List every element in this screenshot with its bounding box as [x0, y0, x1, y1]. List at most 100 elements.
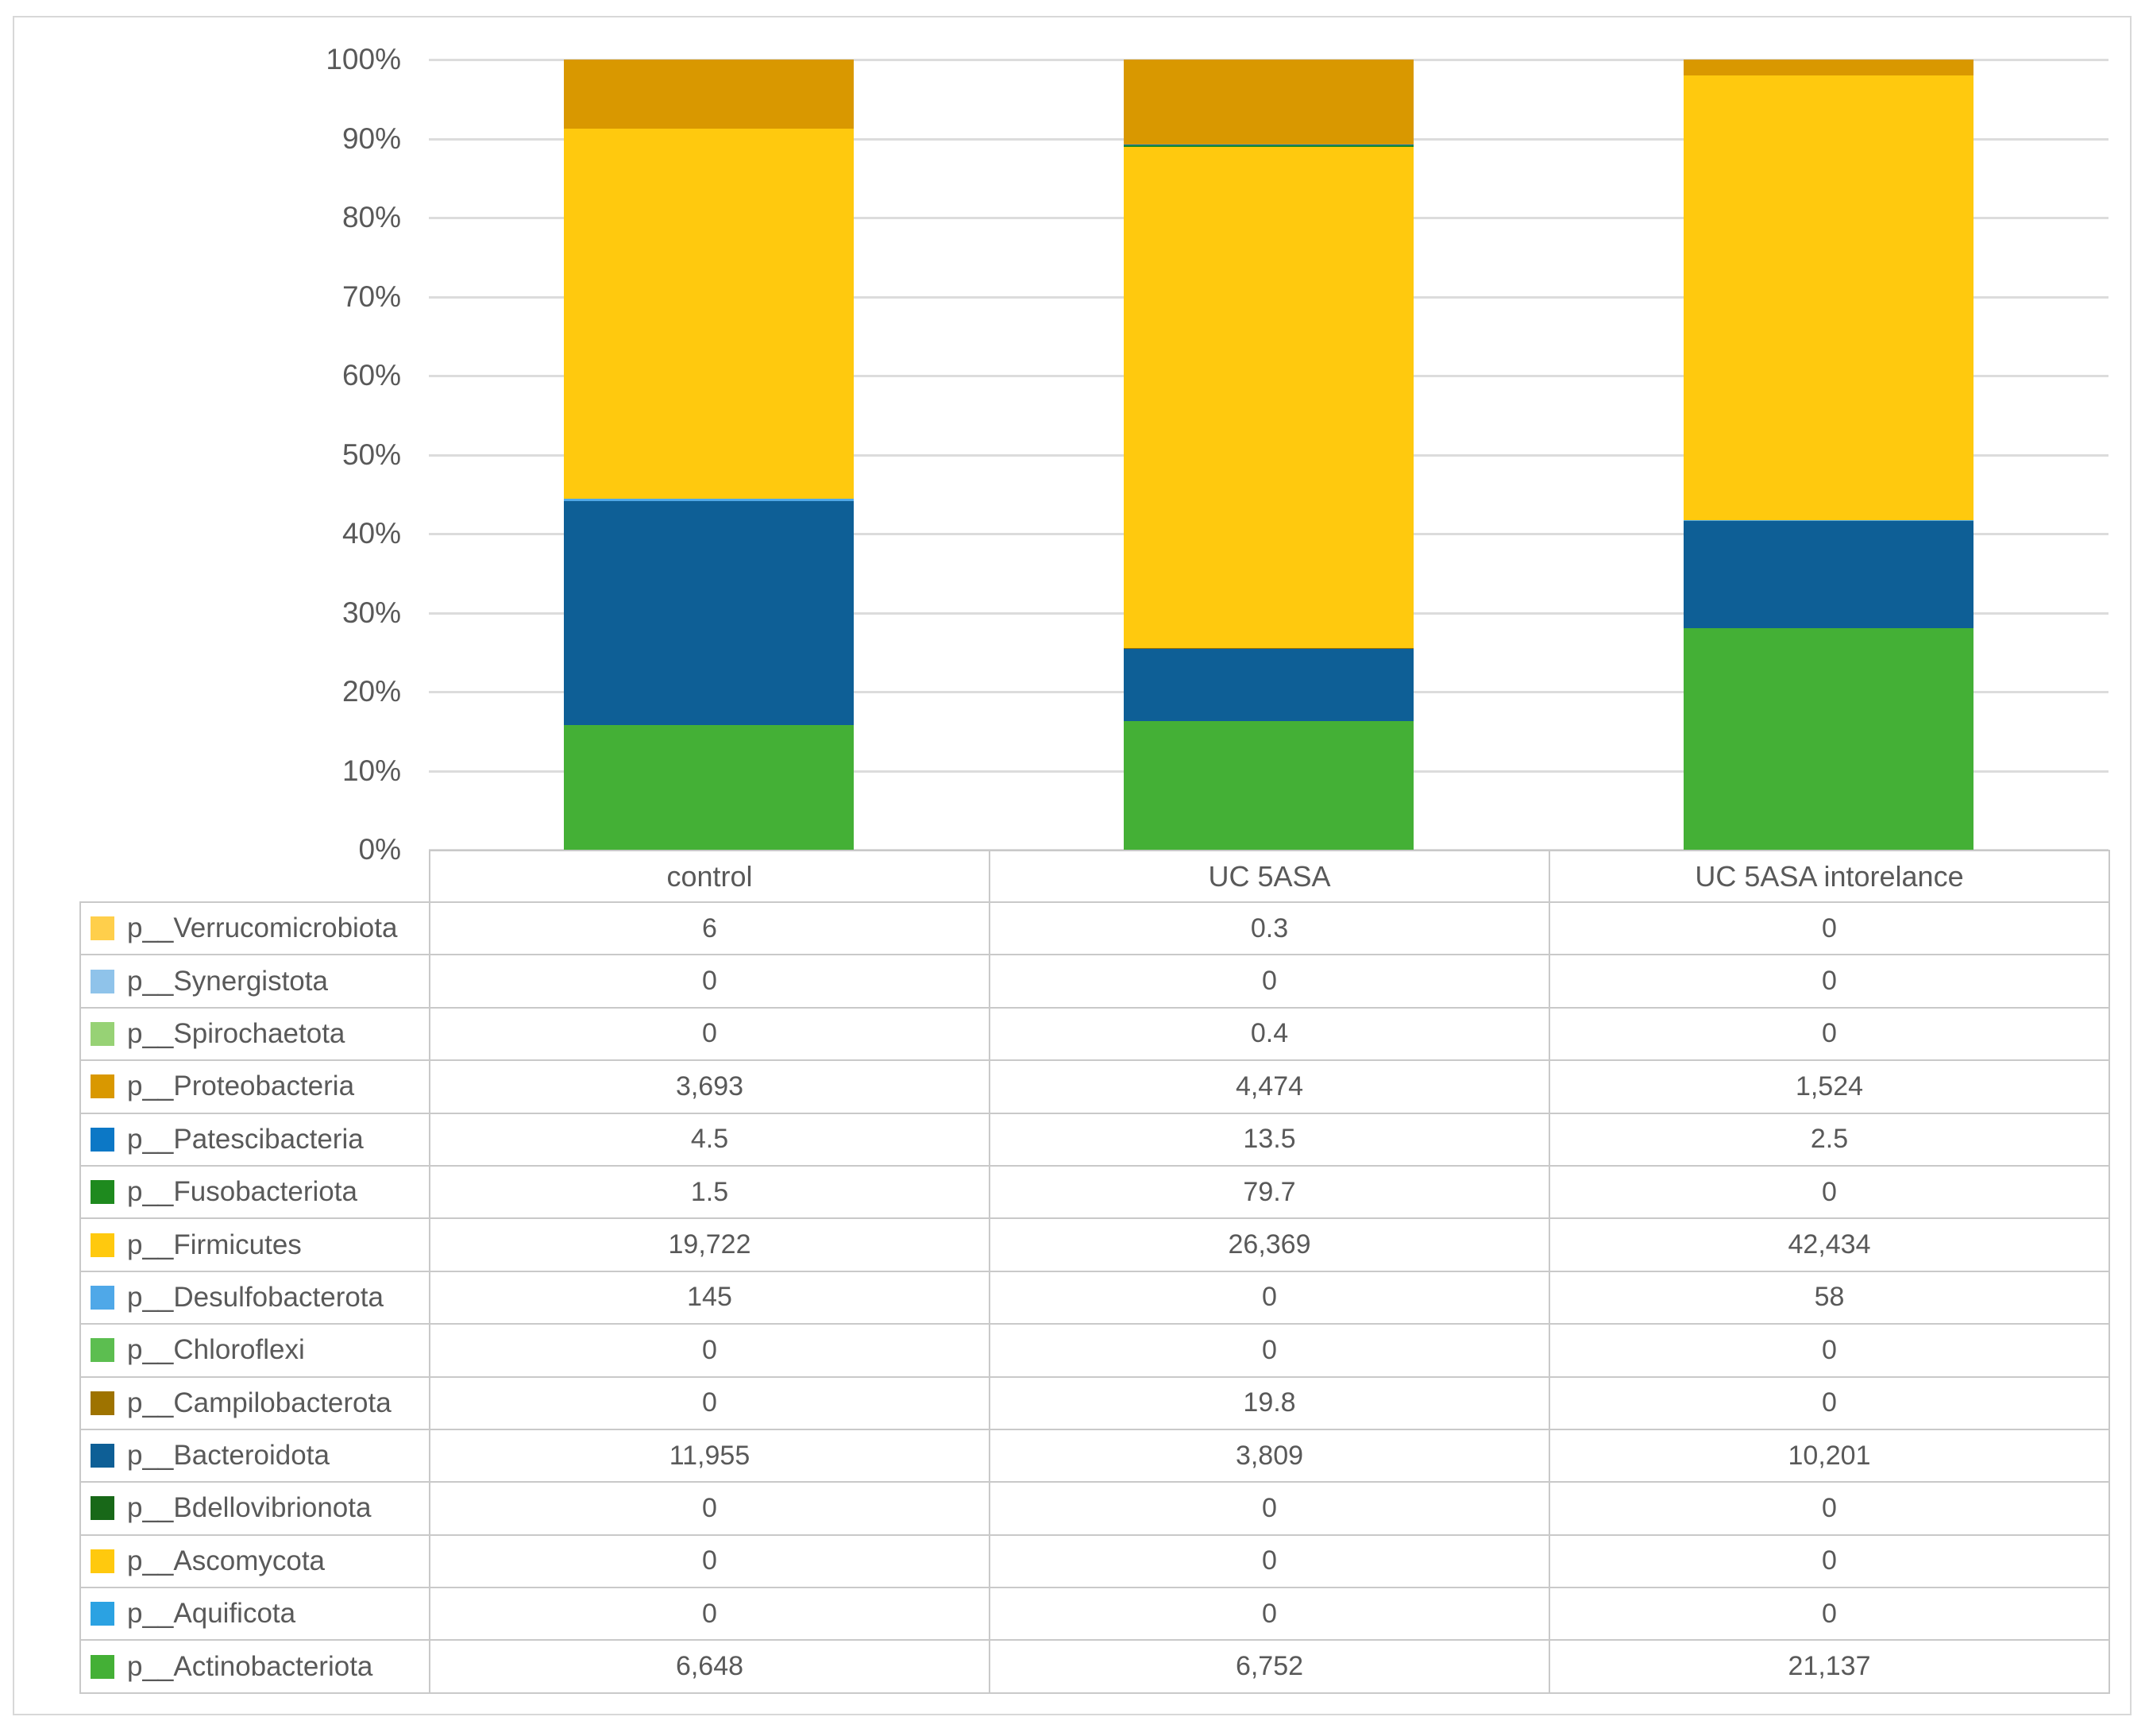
table-row-bdellovibrionota: p__Bdellovibrionota 0 0 0 — [79, 1481, 2110, 1536]
legend-swatch-icon — [91, 1654, 114, 1679]
legend-swatch-icon — [91, 1233, 114, 1257]
bar-segment-proteobacteria — [564, 60, 854, 129]
value-cell: 2.5 — [1549, 1112, 2110, 1167]
value-cell: 0 — [429, 1375, 990, 1430]
value-cell: 0 — [1549, 1375, 2110, 1430]
value-cell: 0 — [989, 954, 1550, 1009]
bar-segment-proteobacteria — [1124, 60, 1414, 145]
bar-segment-actinobacteriota — [1124, 721, 1414, 850]
legend-label: p__Ascomycota — [127, 1545, 326, 1576]
value-cell: 0 — [1549, 954, 2110, 1009]
legend-label: p__Bacteroidota — [127, 1440, 330, 1472]
value-cell: 0 — [429, 1006, 990, 1062]
value-cell: 0 — [1549, 1481, 2110, 1536]
value-cell: 10,201 — [1549, 1428, 2110, 1483]
value-cell: 1.5 — [429, 1164, 990, 1220]
column-header-uc-5asa-intorelance: UC 5ASA intorelance — [1549, 850, 2110, 903]
legend-swatch-icon — [91, 1338, 114, 1363]
bar-segment-firmicutes — [1124, 146, 1414, 649]
value-cell: 21,137 — [1549, 1639, 2110, 1694]
bar-segment-desulfobacterota — [564, 498, 854, 502]
table-row-spirochaetota: p__Spirochaetota 0 0.4 0 — [79, 1006, 2110, 1062]
legend-cell: p__Proteobacteria — [79, 1059, 430, 1114]
legend-cell: p__Bacteroidota — [79, 1428, 430, 1483]
value-cell: 4,474 — [989, 1059, 1550, 1114]
table-row-bacteroidota: p__Bacteroidota 11,955 3,809 10,201 — [79, 1428, 2110, 1483]
value-cell: 19,722 — [429, 1217, 990, 1272]
bar-segment-actinobacteriota — [1684, 627, 1973, 850]
bar-uc-5asa-intorelance — [1684, 60, 1973, 850]
bar-segment-fusobacteriota — [1124, 145, 1414, 147]
value-cell: 4.5 — [429, 1112, 990, 1167]
value-cell: 13.5 — [989, 1112, 1550, 1167]
legend-cell: p__Verrucomicrobiota — [79, 901, 430, 956]
legend-swatch-icon — [91, 1285, 114, 1310]
value-cell: 6 — [429, 901, 990, 956]
table-row-ascomycota: p__Ascomycota 0 0 0 — [79, 1533, 2110, 1589]
legend-cell: p__Desulfobacterota — [79, 1270, 430, 1325]
legend-label: p__Fusobacteriota — [127, 1176, 357, 1208]
value-cell: 0 — [1549, 1006, 2110, 1062]
value-cell: 6,752 — [989, 1639, 1550, 1694]
table-row-verrucomicrobiota: p__Verrucomicrobiota 6 0.3 0 — [79, 901, 2110, 956]
bar-control — [564, 60, 854, 850]
column-header-uc-5asa: UC 5ASA — [989, 850, 1550, 903]
bar-segment-desulfobacterota — [1684, 520, 1973, 522]
column-header-control: control — [429, 850, 990, 903]
value-cell: 0 — [989, 1481, 1550, 1536]
value-cell: 0 — [1549, 1323, 2110, 1378]
value-cell: 0 — [1549, 1587, 2110, 1641]
value-cell: 0 — [1549, 1164, 2110, 1220]
value-cell: 145 — [429, 1270, 990, 1325]
value-cell: 26,369 — [989, 1217, 1550, 1272]
legend-swatch-icon — [91, 1496, 114, 1521]
value-cell: 6,648 — [429, 1639, 990, 1694]
legend-label: p__Patescibacteria — [127, 1123, 364, 1155]
bar-segment-bacteroidota — [564, 501, 854, 726]
legend-swatch-icon — [91, 1127, 114, 1152]
value-cell: 3,693 — [429, 1059, 990, 1114]
legend-cell: p__Fusobacteriota — [79, 1164, 430, 1220]
legend-cell: p__Spirochaetota — [79, 1006, 430, 1062]
legend-label: p__Firmicutes — [127, 1229, 302, 1260]
value-cell: 0 — [989, 1323, 1550, 1378]
value-cell: 0.4 — [989, 1006, 1550, 1062]
legend-label: p__Synergistota — [127, 965, 328, 997]
value-cell: 0 — [989, 1587, 1550, 1641]
legend-label: p__Spirochaetota — [127, 1017, 345, 1049]
legend-cell: p__Synergistota — [79, 954, 430, 1009]
legend-label: p__Verrucomicrobiota — [127, 912, 398, 944]
legend-label: p__Bdellovibrionota — [127, 1492, 372, 1524]
legend-swatch-icon — [91, 1391, 114, 1415]
bar-segment-actinobacteriota — [564, 725, 854, 850]
value-cell: 0 — [989, 1270, 1550, 1325]
legend-swatch-icon — [91, 1602, 114, 1626]
table-row-proteobacteria: p__Proteobacteria 3,693 4,474 1,524 — [79, 1059, 2110, 1114]
legend-label: p__Desulfobacterota — [127, 1281, 384, 1313]
table-row-fusobacteriota: p__Fusobacteriota 1.5 79.7 0 — [79, 1164, 2110, 1220]
legend-label: p__Aquificota — [127, 1598, 296, 1630]
legend-cell: p__Campilobacterota — [79, 1375, 430, 1430]
legend-cell: p__Actinobacteriota — [79, 1639, 430, 1694]
legend-label: p__Proteobacteria — [127, 1071, 355, 1102]
table-row-campilobacterota: p__Campilobacterota 0 19.8 0 — [79, 1375, 2110, 1430]
legend-cell: p__Bdellovibrionota — [79, 1481, 430, 1536]
value-cell: 1,524 — [1549, 1059, 2110, 1114]
value-cell: 0 — [429, 954, 990, 1009]
legend-swatch-icon — [91, 1180, 114, 1205]
value-cell: 0 — [989, 1533, 1550, 1589]
table-row-synergistota: p__Synergistota 0 0 0 — [79, 954, 2110, 1009]
value-cell: 19.8 — [989, 1375, 1550, 1430]
table-row-firmicutes: p__Firmicutes 19,722 26,369 42,434 — [79, 1217, 2110, 1272]
legend-swatch-icon — [91, 1074, 114, 1099]
bar-segment-proteobacteria — [1684, 60, 1973, 76]
legend-label: p__Campilobacterota — [127, 1387, 392, 1418]
legend-cell: p__Aquificota — [79, 1587, 430, 1641]
value-cell: 0 — [429, 1481, 990, 1536]
value-cell: 0.3 — [989, 901, 1550, 956]
bar-segment-bacteroidota — [1684, 521, 1973, 628]
bar-segment-bacteroidota — [1124, 648, 1414, 722]
value-cell: 3,809 — [989, 1428, 1550, 1483]
bar-segment-firmicutes — [564, 129, 854, 499]
